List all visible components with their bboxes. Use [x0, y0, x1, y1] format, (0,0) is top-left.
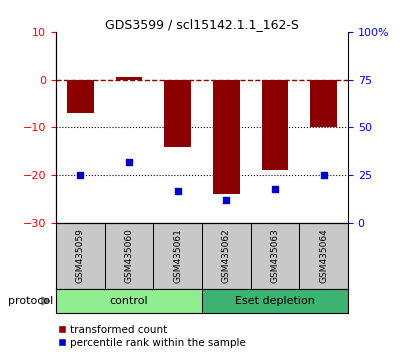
Text: GSM435064: GSM435064: [319, 228, 328, 283]
Bar: [56, 223, 105, 289]
Point: [272, 186, 278, 192]
Bar: [262, 80, 288, 170]
Bar: [67, 80, 94, 113]
Bar: [202, 223, 251, 289]
Text: GSM435060: GSM435060: [124, 228, 134, 283]
Bar: [105, 223, 153, 289]
Point: [223, 197, 230, 203]
Legend: transformed count, percentile rank within the sample: transformed count, percentile rank withi…: [57, 324, 247, 349]
Text: GSM435061: GSM435061: [173, 228, 182, 283]
Bar: [299, 223, 348, 289]
Point: [174, 188, 181, 193]
Point: [77, 172, 84, 178]
Title: GDS3599 / scl15142.1.1_162-S: GDS3599 / scl15142.1.1_162-S: [105, 18, 299, 31]
Text: Eset depletion: Eset depletion: [235, 296, 315, 306]
Bar: [153, 223, 202, 289]
Bar: [116, 77, 142, 80]
Text: GSM435059: GSM435059: [76, 228, 85, 283]
Bar: [251, 223, 299, 289]
Bar: [56, 289, 202, 313]
Bar: [310, 80, 337, 127]
Text: protocol: protocol: [8, 296, 53, 306]
Bar: [213, 80, 240, 194]
Bar: [164, 80, 191, 147]
Point: [126, 159, 132, 165]
Point: [320, 172, 327, 178]
Bar: [202, 289, 348, 313]
Text: GSM435063: GSM435063: [270, 228, 280, 283]
Text: GSM435062: GSM435062: [222, 228, 231, 283]
Text: control: control: [110, 296, 148, 306]
